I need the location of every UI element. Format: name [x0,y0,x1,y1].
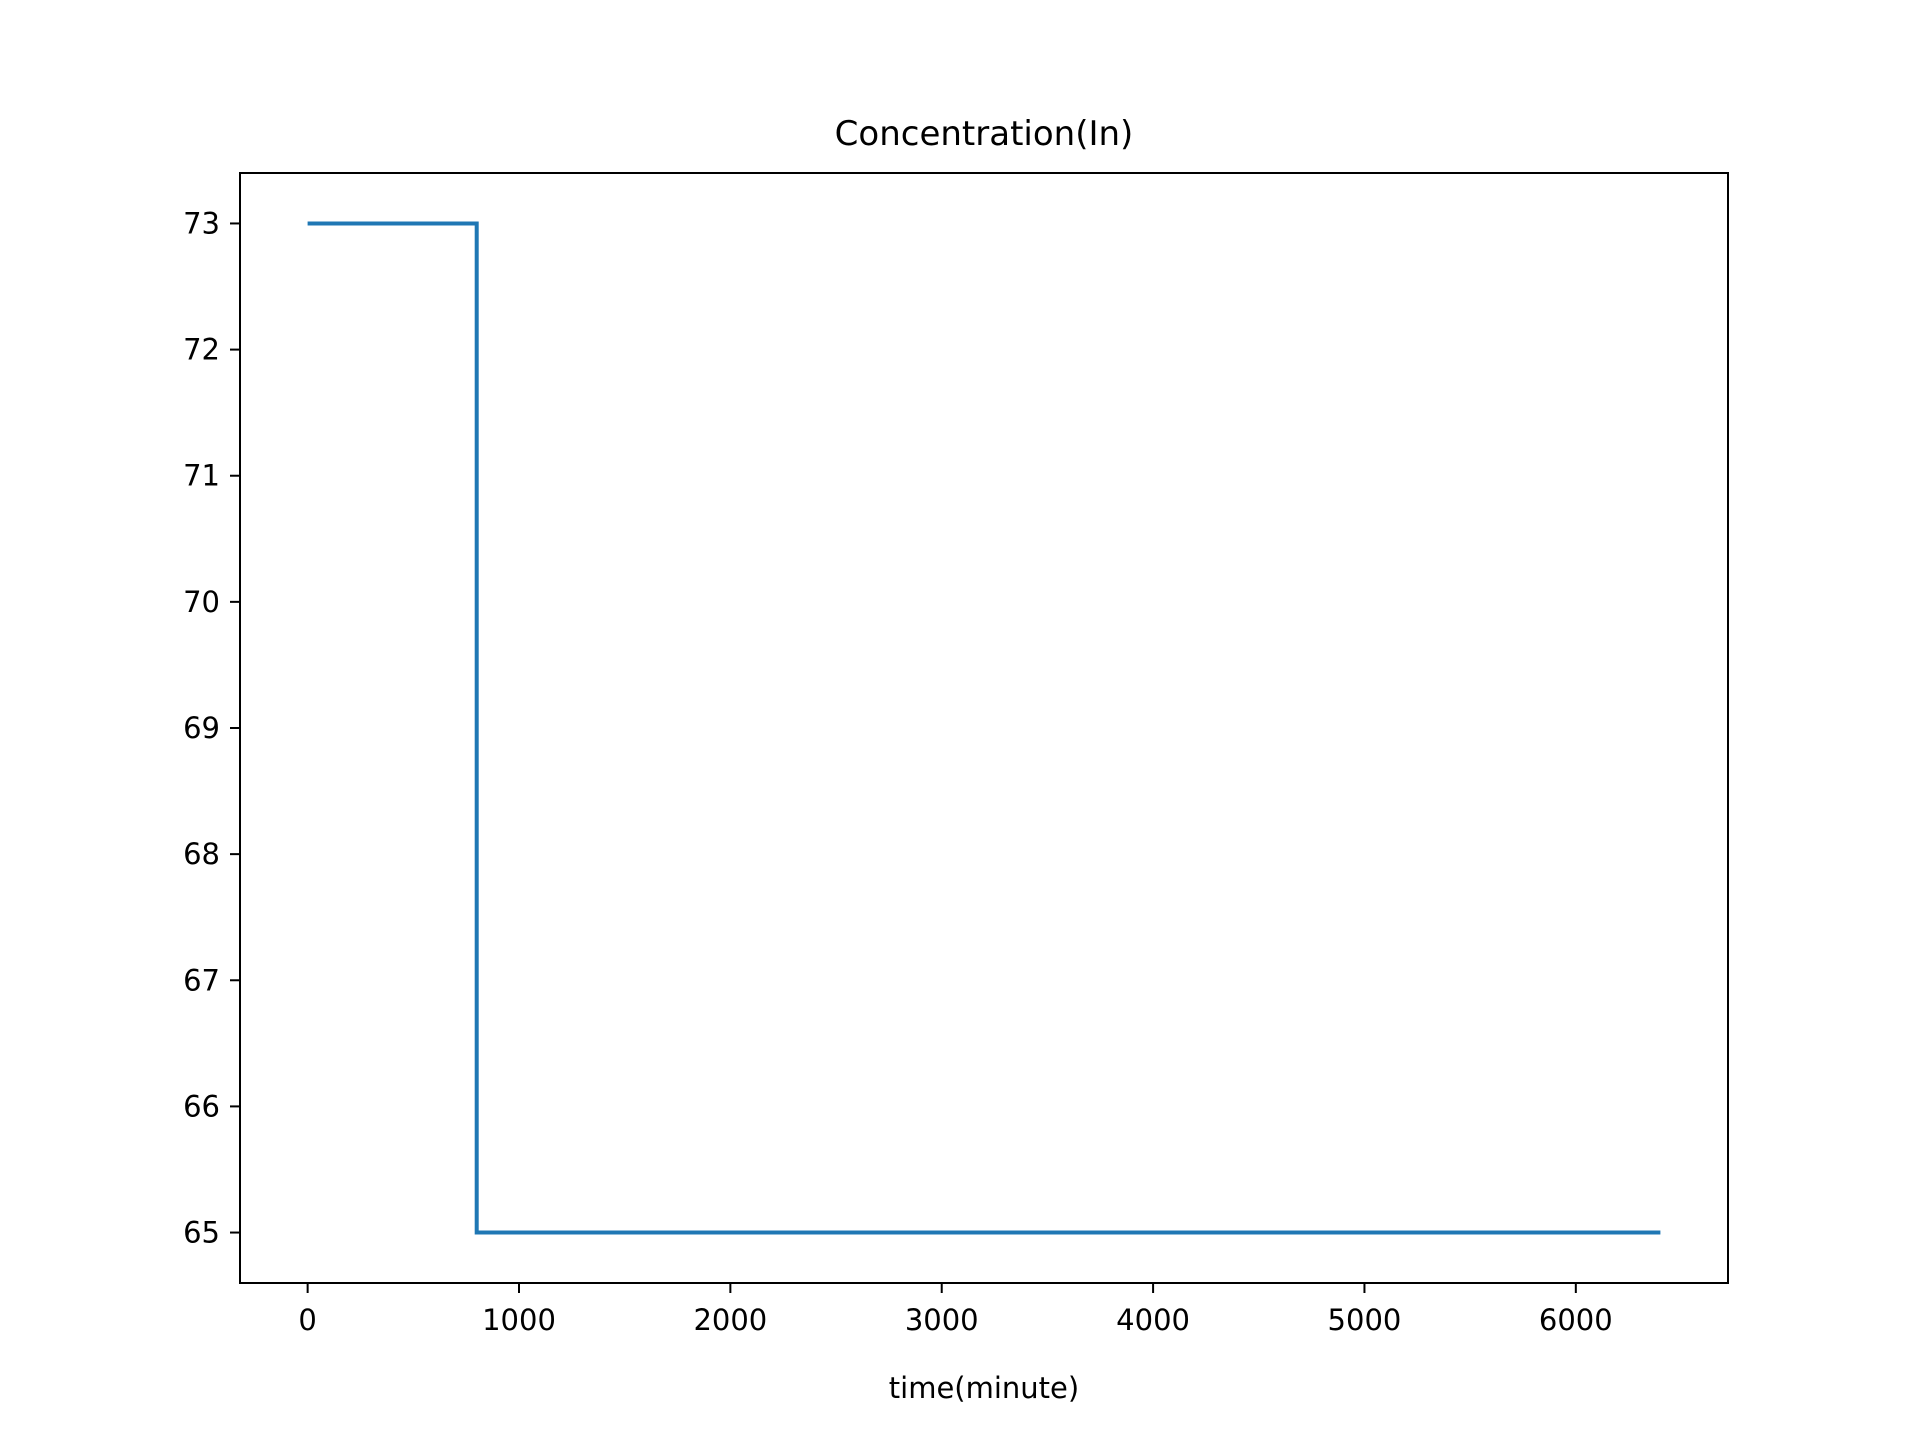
x-tick-label: 2000 [693,1303,767,1337]
y-tick-label: 72 [183,333,220,367]
series-line [307,221,1661,1235]
y-tick-label: 71 [183,459,220,493]
x-tick-label: 4000 [1116,1303,1190,1337]
chart-title: Concentration(In) [835,114,1134,154]
x-tick-label: 5000 [1328,1303,1402,1337]
y-tick-label: 69 [183,711,220,745]
y-tick-label: 65 [183,1216,220,1250]
x-axis: 0 1000 2000 3000 4000 5000 6000 [298,1283,1613,1337]
y-tick-label: 66 [183,1089,220,1123]
y-tick-label: 67 [183,963,220,997]
x-tick-label: 1000 [482,1303,556,1337]
series-layer [307,221,1661,1235]
x-tick-label: 3000 [905,1303,979,1337]
x-tick-label: 0 [298,1303,316,1337]
y-tick-label: 70 [183,585,220,619]
y-axis: 65 66 67 68 69 70 71 72 73 [183,206,240,1250]
y-tick-label: 68 [183,837,220,871]
x-tick-label: 6000 [1539,1303,1613,1337]
y-tick-label: 73 [183,206,220,240]
x-axis-label: time(minute) [889,1371,1079,1405]
